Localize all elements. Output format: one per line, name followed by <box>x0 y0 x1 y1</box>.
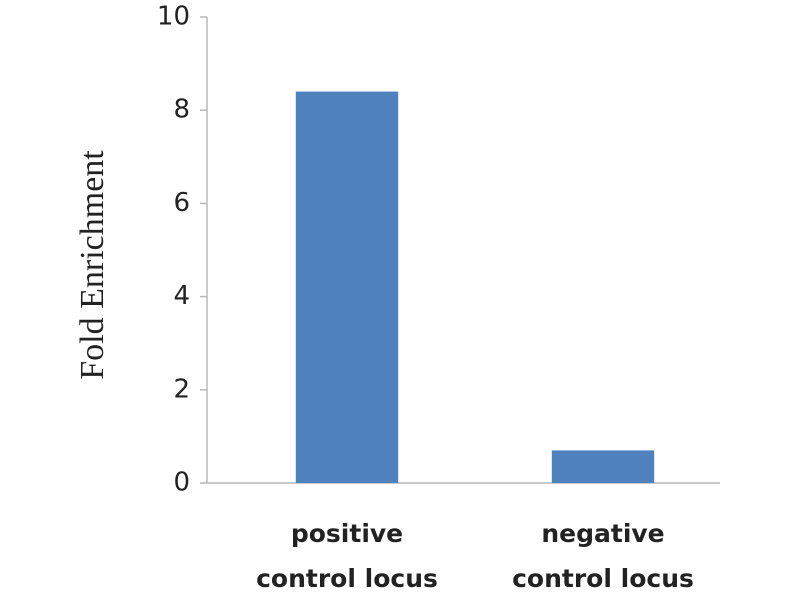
bar <box>551 450 655 483</box>
y-tick-label: 10 <box>157 2 190 32</box>
y-tick-label: 2 <box>173 374 190 404</box>
x-tick-label: negative control locus <box>512 519 694 593</box>
y-axis-label: Fold Enrichment <box>74 150 111 380</box>
y-tick-label: 0 <box>173 468 190 498</box>
y-tick-label: 8 <box>173 95 190 125</box>
y-tick-label: 4 <box>173 281 190 311</box>
y-tick-label: 6 <box>173 188 190 218</box>
bar <box>295 91 399 483</box>
x-tick-label: positive control locus <box>256 519 438 593</box>
